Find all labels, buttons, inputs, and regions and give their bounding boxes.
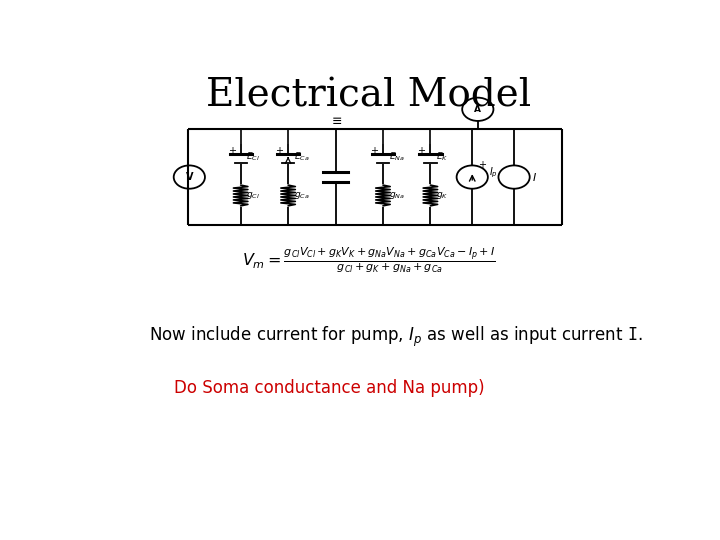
- Text: $I_p$: $I_p$: [489, 166, 498, 180]
- Text: $E_{Ca}$: $E_{Ca}$: [294, 151, 309, 163]
- Text: +: +: [418, 146, 426, 156]
- Text: $\equiv$: $\equiv$: [329, 114, 342, 127]
- Text: Electrical Model: Electrical Model: [207, 77, 531, 114]
- Text: $g_K$: $g_K$: [436, 190, 449, 201]
- Text: $g_{Cl}$: $g_{Cl}$: [246, 190, 260, 201]
- Text: +: +: [478, 160, 486, 170]
- Text: +: +: [370, 146, 378, 156]
- Text: +: +: [228, 146, 235, 156]
- Text: $V_m = \frac{g_{Cl}V_{Cl} + g_K V_K + g_{Na} V_{Na} + g_{Ca} V_{Ca} - I_p + I}{g: $V_m = \frac{g_{Cl}V_{Cl} + g_K V_K + g_…: [242, 246, 496, 275]
- Text: $E_{Cl}$: $E_{Cl}$: [246, 151, 260, 163]
- Text: Now include current for pump, $I_p$ as well as input current $\mathtt{I}$.: Now include current for pump, $I_p$ as w…: [148, 325, 642, 349]
- Text: $I$: $I$: [532, 171, 537, 183]
- Text: $E_K$: $E_K$: [436, 151, 449, 163]
- Text: $E_{Na}$: $E_{Na}$: [389, 151, 405, 163]
- Text: V: V: [186, 172, 193, 182]
- Text: Do Soma conductance and Na pump): Do Soma conductance and Na pump): [174, 379, 485, 397]
- Text: $g_{Na}$: $g_{Na}$: [389, 190, 405, 201]
- Text: $g_{Ca}$: $g_{Ca}$: [294, 190, 310, 201]
- Text: +: +: [275, 146, 283, 156]
- Text: A: A: [474, 105, 481, 114]
